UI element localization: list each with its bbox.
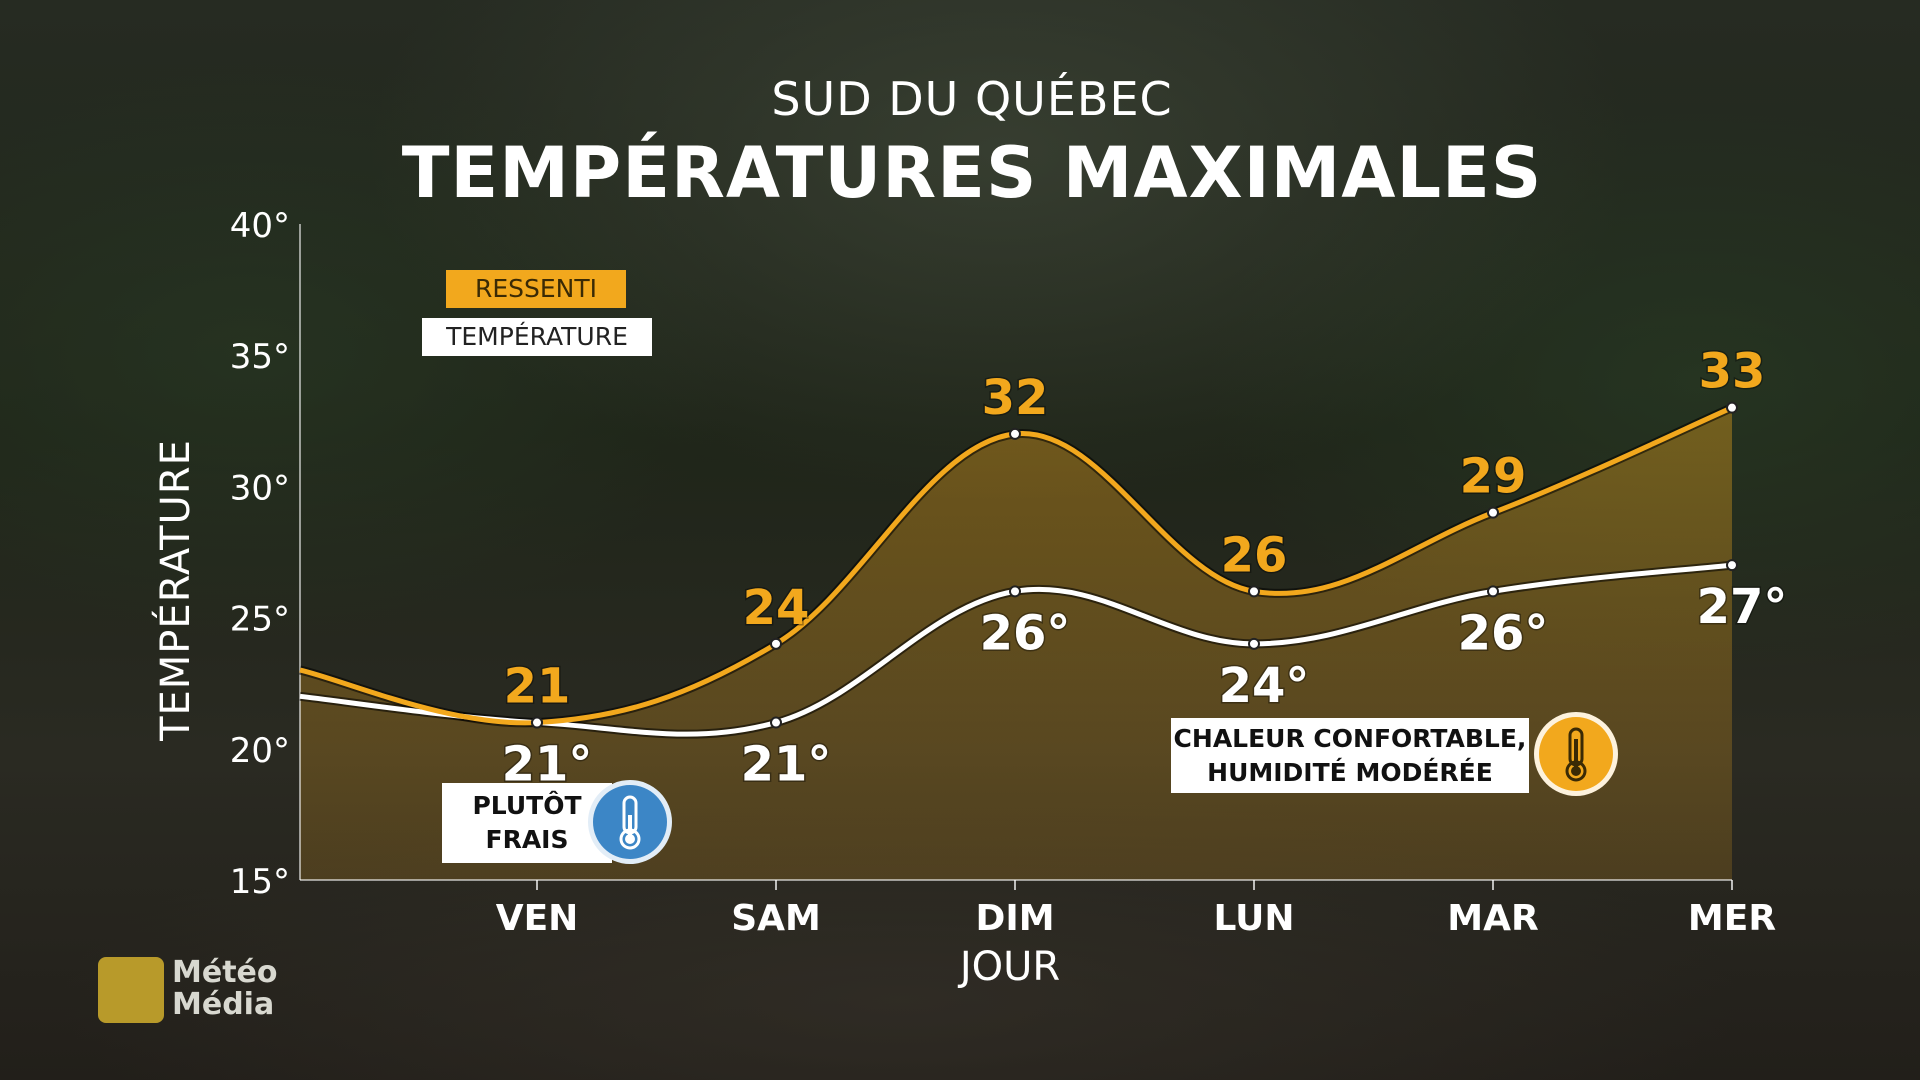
warm-callout: CHALEUR CONFORTABLE, HUMIDITÉ MODÉRÉE [1171, 718, 1529, 793]
temperature-label: 24° [1219, 658, 1310, 714]
y-tick-label: 30° [230, 468, 290, 508]
chart-title: TEMPÉRATURES MAXIMALES [401, 132, 1543, 214]
cool-callout-line-1: PLUTÔT [472, 791, 582, 820]
x-tick-label-mar: MAR [1447, 898, 1538, 939]
temperature-point [1009, 585, 1021, 598]
felt-point [1726, 401, 1738, 414]
y-tick-label: 25° [230, 600, 290, 640]
temperature-label: 21° [741, 737, 832, 793]
felt-point [531, 716, 543, 729]
y-tick-label: 15° [230, 862, 290, 902]
legend-temperature: TEMPÉRATURE [422, 318, 652, 356]
temperature-point [1487, 585, 1499, 598]
felt-point [770, 637, 782, 650]
temperature-point [1248, 637, 1260, 650]
x-tick-label-sam: SAM [731, 898, 821, 939]
felt-label: 26 [1221, 527, 1288, 583]
felt-label: 29 [1460, 449, 1527, 505]
felt-label: 21 [504, 659, 571, 715]
globe-icon [98, 957, 164, 1023]
felt-label: 24 [743, 580, 810, 636]
felt-point [1487, 506, 1499, 519]
cool-callout: PLUTÔT FRAIS [442, 783, 612, 863]
region-title: SUD DU QUÉBEC [771, 72, 1173, 126]
warm-callout-line-1: CHALEUR CONFORTABLE, [1173, 724, 1527, 753]
legend-felt: RESSENTI [446, 270, 626, 308]
y-tick-label: 20° [230, 731, 290, 771]
cool-callout-line-2: FRAIS [485, 825, 569, 854]
felt-label: 32 [982, 370, 1049, 426]
temperature-point [1726, 559, 1738, 572]
x-tick-label-lun: LUN [1213, 898, 1294, 939]
x-tick-label-ven: VEN [496, 898, 579, 939]
temperature-point [770, 716, 782, 729]
thermometer-warm-icon [1534, 712, 1618, 796]
x-axis-label: JOUR [959, 944, 1061, 990]
x-tick-label-mer: MER [1688, 898, 1776, 939]
thermometer-cool-icon [588, 780, 672, 864]
x-tick-label-dim: DIM [975, 898, 1054, 939]
felt-point [1009, 427, 1021, 440]
temperature-label: 27° [1697, 579, 1788, 635]
y-tick-label: 40° [230, 206, 290, 246]
felt-point [1248, 585, 1260, 598]
felt-label: 33 [1699, 344, 1766, 400]
logo-text: Météo Média [172, 955, 278, 1022]
temperature-label: 26° [1458, 605, 1549, 661]
y-tick-label: 35° [230, 337, 290, 377]
y-axis-label: TEMPÉRATURE [153, 439, 199, 741]
temperature-label: 26° [980, 605, 1071, 661]
meteomedia-logo: Météo Média [98, 955, 278, 1025]
warm-callout-line-2: HUMIDITÉ MODÉRÉE [1207, 758, 1493, 787]
